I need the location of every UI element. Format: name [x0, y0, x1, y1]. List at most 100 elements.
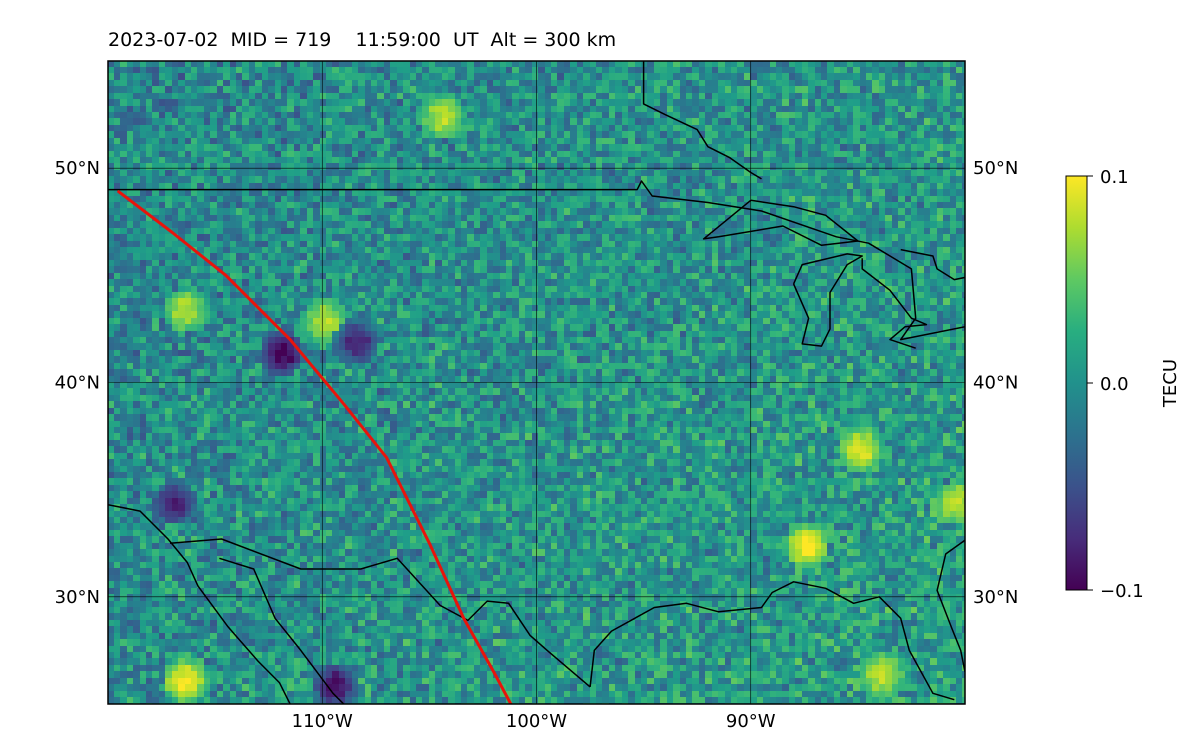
heatmap-cell — [789, 61, 796, 68]
heatmap-cell — [307, 93, 314, 100]
heatmap-cell — [930, 234, 938, 242]
heatmap-cell — [641, 215, 648, 222]
heatmap-cell — [371, 183, 378, 190]
heatmap-cell — [834, 151, 841, 158]
heatmap-cell — [294, 183, 301, 190]
heatmap-cell — [872, 138, 880, 145]
heatmap-cell — [641, 266, 648, 274]
heatmap-cell — [345, 176, 353, 184]
heatmap-cell — [365, 151, 372, 158]
heatmap-cell — [866, 196, 873, 203]
heatmap-cell — [204, 118, 211, 126]
heatmap-cell — [622, 183, 629, 190]
heatmap-cell — [197, 286, 205, 293]
heatmap-cell — [467, 196, 475, 203]
heatmap-cell — [390, 208, 398, 216]
heatmap-cell — [545, 138, 552, 145]
heatmap-cell — [692, 189, 700, 197]
heatmap-cell — [120, 163, 128, 171]
heatmap-cell — [744, 253, 751, 261]
heatmap-cell — [950, 170, 957, 177]
heatmap-cell — [692, 247, 700, 254]
heatmap-cell — [628, 163, 636, 171]
heatmap-cell — [699, 151, 706, 158]
heatmap-cell — [455, 273, 462, 280]
heatmap-cell — [866, 163, 873, 171]
heatmap-cell — [757, 292, 764, 299]
heatmap-cell — [172, 202, 179, 209]
heatmap-cell — [487, 292, 494, 299]
heatmap-cell — [519, 86, 526, 94]
heatmap-cell — [416, 273, 423, 280]
heatmap-cell — [339, 144, 346, 152]
heatmap-cell — [744, 144, 751, 152]
heatmap-cell — [307, 106, 314, 113]
heatmap-cell — [114, 260, 121, 267]
heatmap-cell — [525, 86, 533, 94]
heatmap-cell — [924, 61, 931, 68]
heatmap-cell — [577, 125, 584, 132]
heatmap-cell — [461, 241, 468, 248]
heatmap-cell — [365, 273, 372, 280]
heatmap-cell — [538, 241, 546, 248]
heatmap-cell — [358, 279, 366, 287]
heatmap-cell — [821, 163, 828, 171]
heatmap-cell — [223, 151, 231, 158]
heatmap-cell — [699, 157, 706, 164]
heatmap-cell — [410, 286, 417, 293]
heatmap-cell — [442, 144, 449, 152]
heatmap-cell — [750, 286, 758, 293]
heatmap-cell — [795, 157, 803, 164]
heatmap-cell — [763, 118, 771, 126]
heatmap-cell — [532, 131, 539, 139]
heatmap-cell — [680, 80, 687, 87]
heatmap-cell — [647, 151, 655, 158]
heatmap-cell — [500, 157, 507, 164]
heatmap-cell — [699, 61, 706, 68]
heatmap-cell — [570, 151, 578, 158]
heatmap-cell — [114, 189, 121, 197]
heatmap-cell — [609, 61, 616, 68]
heatmap-cell — [172, 183, 179, 190]
heatmap-cell — [120, 151, 128, 158]
heatmap-cell — [744, 80, 751, 87]
heatmap-cell — [287, 125, 295, 132]
heatmap-cell — [268, 266, 276, 274]
heatmap-cell — [692, 151, 700, 158]
heatmap-cell — [853, 118, 861, 126]
heatmap-cell — [943, 73, 951, 81]
heatmap-cell — [371, 157, 378, 164]
heatmap-cell — [692, 106, 700, 113]
heatmap-cell — [365, 61, 372, 68]
heatmap-cell — [795, 273, 803, 280]
heatmap-cell — [699, 73, 706, 81]
heatmap-cell — [365, 260, 372, 267]
heatmap-cell — [628, 118, 636, 126]
heatmap-cell — [275, 260, 282, 267]
heatmap-cell — [410, 86, 417, 94]
heatmap-cell — [692, 208, 700, 216]
heatmap-cell — [281, 80, 288, 87]
heatmap-cell — [744, 286, 751, 293]
heatmap-cell — [795, 112, 803, 119]
heatmap-cell — [262, 253, 269, 261]
heatmap-cell — [583, 260, 591, 267]
heatmap-cell — [635, 196, 642, 203]
heatmap-cell — [635, 234, 642, 242]
heatmap-cell — [538, 138, 546, 145]
heatmap-cell — [146, 247, 153, 254]
heatmap-cell — [448, 196, 456, 203]
heatmap-cell — [538, 99, 546, 107]
heatmap-cell — [178, 157, 186, 164]
heatmap-cell — [493, 208, 501, 216]
heatmap-cell — [853, 144, 861, 152]
heatmap-cell — [320, 106, 327, 113]
heatmap-cell — [782, 144, 790, 152]
heatmap-cell — [615, 234, 623, 242]
heatmap-cell — [500, 170, 507, 177]
heatmap-cell — [236, 163, 243, 171]
heatmap-cell — [197, 279, 205, 287]
heatmap-cell — [300, 273, 308, 280]
heatmap-cell — [294, 292, 301, 299]
heatmap-cell — [172, 118, 179, 126]
